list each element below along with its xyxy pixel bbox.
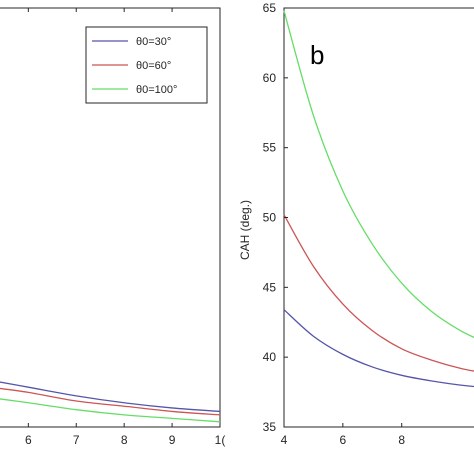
y-ticks-b: 35 40 45 50 55 60 65 bbox=[263, 1, 288, 434]
legend-box bbox=[85, 26, 208, 104]
x-tick-label-b: 4 bbox=[281, 433, 288, 447]
x-tick-label-a: 7 bbox=[73, 433, 80, 447]
x-tick-label-a: 8 bbox=[121, 433, 128, 447]
x-ticks-b: 4 6 8 bbox=[281, 423, 405, 447]
x-tick-label-a: 9 bbox=[169, 433, 176, 447]
panel-label-b: b bbox=[310, 40, 324, 70]
legend-label: θ0=30° bbox=[136, 36, 171, 48]
plot-frame-b bbox=[283, 7, 474, 428]
y-tick-label-b: 55 bbox=[263, 141, 277, 155]
legend-label: θ0=100° bbox=[136, 84, 177, 96]
x-tick-label-b: 8 bbox=[398, 433, 405, 447]
y-tick-label-b: 35 bbox=[263, 420, 277, 434]
legend: θ0=30° θ0=60° θ0=100° bbox=[85, 26, 208, 104]
y-tick-label-b: 45 bbox=[263, 280, 277, 294]
x-tick-label-a: 6 bbox=[25, 433, 32, 447]
series-line-a-0 bbox=[0, 381, 221, 413]
series-line-b-2 bbox=[283, 10, 474, 339]
y-tick-label-b: 60 bbox=[263, 71, 277, 85]
x-tick-label-b: 6 bbox=[340, 433, 347, 447]
y-axis-label-b: CAH (deg.) bbox=[238, 200, 252, 260]
y-tick-label-b: 50 bbox=[263, 211, 277, 225]
chart-panel-b: 4 6 8 35 40 45 50 55 60 65 b CAH (deg.) bbox=[238, 1, 474, 447]
y-tick-label-b: 40 bbox=[263, 350, 277, 364]
series-line-a-1 bbox=[0, 387, 221, 416]
x-ticks-a: 6 7 8 9 1( bbox=[25, 8, 225, 447]
y-tick-label-b: 65 bbox=[263, 1, 277, 15]
series-line-b-1 bbox=[283, 214, 474, 372]
series-lines-b bbox=[283, 10, 474, 388]
x-tick-label-a: 1( bbox=[215, 433, 226, 447]
chart-panel-a: 6 7 8 9 1( θ0=30° θ0=60° θ0=100° bbox=[0, 7, 225, 447]
series-line-b-0 bbox=[283, 309, 474, 388]
series-lines-a bbox=[0, 381, 221, 423]
series-line-a-2 bbox=[0, 398, 221, 423]
legend-label: θ0=60° bbox=[136, 60, 171, 72]
